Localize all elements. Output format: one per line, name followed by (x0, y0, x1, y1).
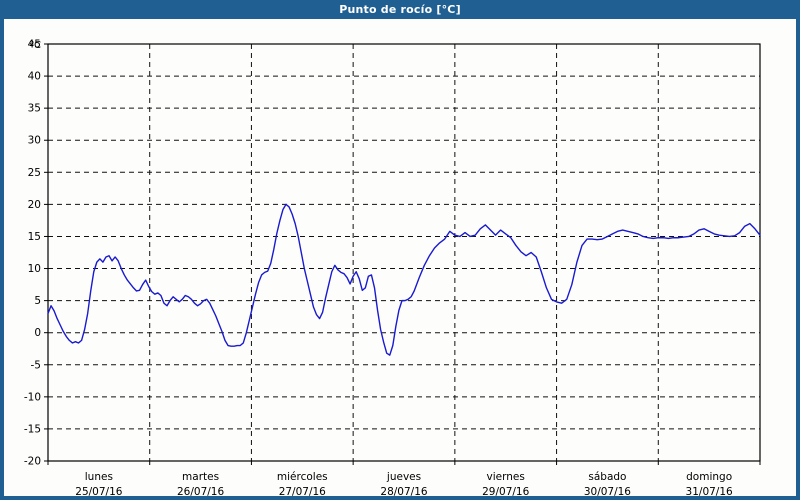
x-tick-label-date: 28/07/16 (380, 486, 427, 496)
x-tick-label-day: martes (182, 471, 219, 483)
data-series-dew-point (47, 203, 761, 356)
x-tick-label-day: jueves (386, 471, 421, 483)
y-axis-unit-label: ºC (29, 40, 41, 51)
x-tick-label-date: 26/07/16 (177, 486, 224, 496)
y-tick-label: -20 (24, 456, 41, 468)
y-axis-tick-labels: 45 40 35 30 25 20 15 10 5 0 -5 -10 -15 -20 (24, 39, 41, 468)
y-tick-label: -15 (24, 423, 41, 435)
x-tick-label-date: 25/07/16 (75, 486, 122, 496)
y-tick-label: 20 (28, 199, 41, 211)
dew-point-line (47, 203, 761, 356)
grid-lines (48, 43, 760, 461)
axis-frame (44, 43, 761, 465)
x-tick-label-date: 31/07/16 (686, 486, 733, 496)
x-tick-label-day: sábado (588, 471, 626, 483)
chart-canvas: 45 40 35 30 25 20 15 10 5 0 -5 -10 -15 -20 lunes 25/07… (4, 19, 796, 496)
x-tick-label-date: 27/07/16 (279, 486, 326, 496)
y-tick-label: 35 (28, 103, 41, 115)
window-title: Punto de rocío [°C] (339, 3, 461, 16)
x-tick-label-day: miércoles (277, 471, 328, 483)
y-tick-label: 30 (28, 135, 41, 147)
y-tick-label: 0 (34, 327, 41, 339)
x-axis-tick-labels: lunes 25/07/16 martes 26/07/16 miércoles 27/0… (75, 471, 733, 496)
y-tick-label: 40 (28, 71, 41, 83)
x-tick-label-day: domingo (686, 471, 732, 483)
dew-point-line-chart: 45 40 35 30 25 20 15 10 5 0 -5 -10 -15 -20 lunes 25/07… (24, 39, 761, 496)
y-tick-label: 45 (28, 39, 41, 51)
plot-frame (47, 43, 761, 462)
unit-label: ºC (29, 40, 41, 51)
x-tick-label-date: 30/07/16 (584, 486, 631, 496)
y-tick-label: 25 (28, 167, 41, 179)
y-tick-label: -10 (24, 391, 41, 403)
x-tick-label-day: viernes (487, 471, 525, 483)
window-titlebar: Punto de rocío [°C] (4, 0, 796, 19)
y-tick-label: 15 (28, 231, 41, 243)
y-tick-label: -5 (31, 359, 41, 371)
x-tick-label-day: lunes (85, 471, 113, 483)
y-tick-label: 10 (28, 263, 41, 275)
x-tick-label-date: 29/07/16 (482, 486, 529, 496)
y-tick-label: 5 (34, 295, 41, 307)
